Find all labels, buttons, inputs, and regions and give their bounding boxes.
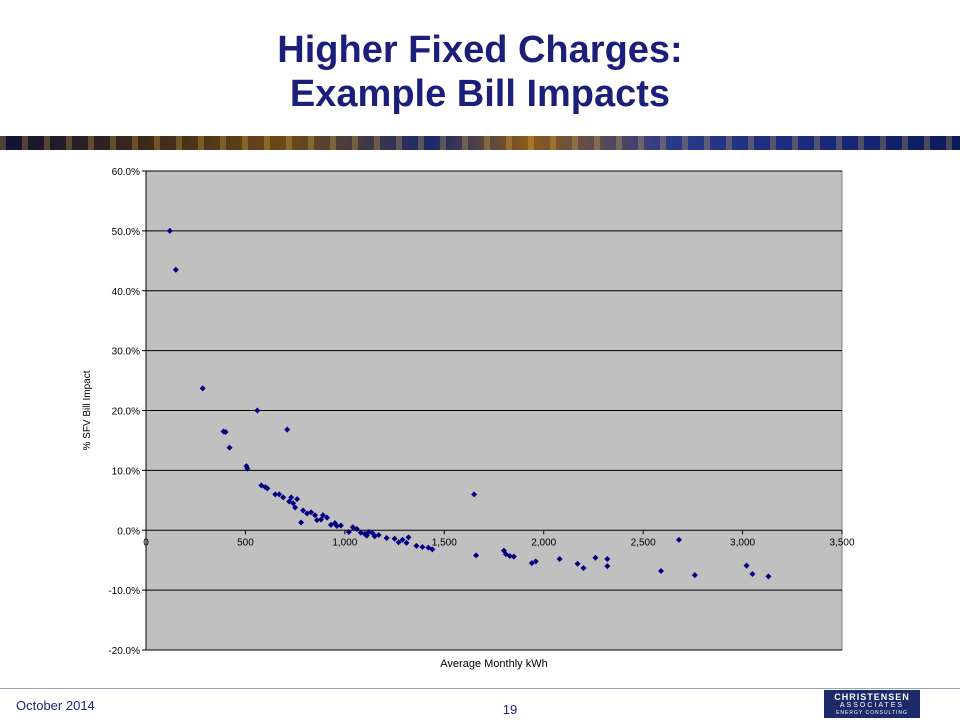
data-point — [337, 522, 344, 529]
data-point — [658, 567, 665, 574]
data-point — [308, 509, 315, 516]
data-point — [510, 553, 517, 560]
decorative-banner — [0, 136, 960, 150]
data-point — [258, 482, 265, 489]
data-point — [395, 539, 402, 546]
data-point — [244, 465, 251, 472]
data-point — [500, 547, 507, 554]
data-point — [413, 542, 420, 549]
x-tick-label: 1,000 — [332, 537, 357, 548]
data-point — [199, 385, 206, 392]
data-point — [312, 512, 319, 519]
data-point — [604, 555, 611, 562]
y-axis-label: % SFV Bill Impact — [82, 370, 93, 450]
page-number: 19 — [502, 702, 518, 717]
data-point — [284, 426, 291, 433]
y-tick-label: -20.0% — [108, 646, 140, 657]
data-point — [345, 529, 352, 536]
data-point — [166, 227, 173, 234]
data-point — [691, 572, 698, 579]
x-tick-label: 3,000 — [730, 537, 755, 548]
data-point — [294, 496, 301, 503]
y-tick-label: -10.0% — [108, 586, 140, 597]
data-point — [391, 535, 398, 542]
footer-divider — [0, 688, 960, 689]
data-point — [353, 526, 360, 533]
data-point — [222, 429, 229, 436]
data-point — [288, 494, 295, 501]
data-point — [425, 544, 432, 551]
data-point — [675, 536, 682, 543]
data-point — [319, 512, 326, 519]
data-point — [327, 521, 334, 528]
data-point — [272, 491, 279, 498]
x-tick-label: 1,500 — [432, 537, 457, 548]
data-point — [765, 573, 772, 580]
y-tick-label: 20.0% — [112, 407, 140, 418]
data-point — [276, 491, 283, 498]
logo-line1: CHRISTENSEN — [834, 692, 910, 702]
data-point — [592, 554, 599, 561]
data-point — [532, 558, 539, 565]
data-point — [300, 507, 307, 514]
data-point — [375, 532, 382, 539]
data-point — [473, 552, 480, 559]
data-point — [574, 560, 581, 567]
y-tick-label: 40.0% — [112, 287, 140, 298]
data-point — [264, 485, 271, 492]
slide-title: Higher Fixed Charges: Example Bill Impac… — [0, 28, 960, 116]
data-point — [743, 562, 750, 569]
data-point — [226, 444, 233, 451]
data-point — [429, 546, 436, 553]
company-logo: CHRISTENSEN ASSOCIATES ENERGY CONSULTING — [824, 690, 920, 718]
x-tick-label: 500 — [237, 537, 254, 548]
data-point — [323, 514, 330, 521]
footer-date: October 2014 — [16, 698, 95, 713]
data-point — [419, 544, 426, 551]
y-tick-label: 0.0% — [117, 526, 140, 537]
data-point — [290, 500, 297, 507]
x-tick-label: 3,500 — [829, 537, 854, 548]
data-point — [369, 530, 376, 537]
data-point — [471, 491, 478, 498]
x-tick-label: 2,000 — [531, 537, 556, 548]
data-point — [399, 536, 406, 543]
logo-line3: ENERGY CONSULTING — [836, 710, 908, 716]
x-axis-label: Average Monthly kWh — [440, 658, 547, 670]
x-tick-label: 2,500 — [631, 537, 656, 548]
data-point — [298, 519, 305, 526]
data-point — [403, 539, 410, 546]
data-point — [556, 555, 563, 562]
data-point — [506, 552, 513, 559]
data-point — [317, 516, 324, 523]
data-point — [314, 517, 321, 524]
data-point — [280, 494, 287, 501]
data-point — [292, 504, 299, 511]
data-point — [383, 535, 390, 542]
y-tick-label: 30.0% — [112, 347, 140, 358]
data-point — [254, 407, 261, 414]
data-point — [580, 564, 587, 571]
data-point — [405, 534, 412, 541]
data-point — [749, 570, 756, 577]
y-tick-label: 10.0% — [112, 466, 140, 477]
scatter-chart: 60.0% 50.0% 40.0% 30.0% 20.0% 10.0% 0.0% -10.0%… — [60, 155, 860, 675]
slide-title-line2: Example Bill Impacts — [289, 73, 671, 115]
data-point — [604, 563, 611, 570]
scatter-chart-svg: 60.0% 50.0% 40.0% 30.0% 20.0% 10.0% 0.0% -10.0%… — [82, 167, 855, 670]
y-tick-label: 50.0% — [112, 227, 140, 238]
x-tick-label: 0 — [143, 537, 149, 548]
data-point — [172, 266, 179, 273]
data-point — [357, 529, 364, 536]
data-point — [333, 523, 340, 530]
slide-title-line1: Higher Fixed Charges: — [277, 29, 683, 71]
logo-line2: ASSOCIATES — [839, 702, 905, 709]
y-tick-label: 60.0% — [112, 167, 140, 178]
